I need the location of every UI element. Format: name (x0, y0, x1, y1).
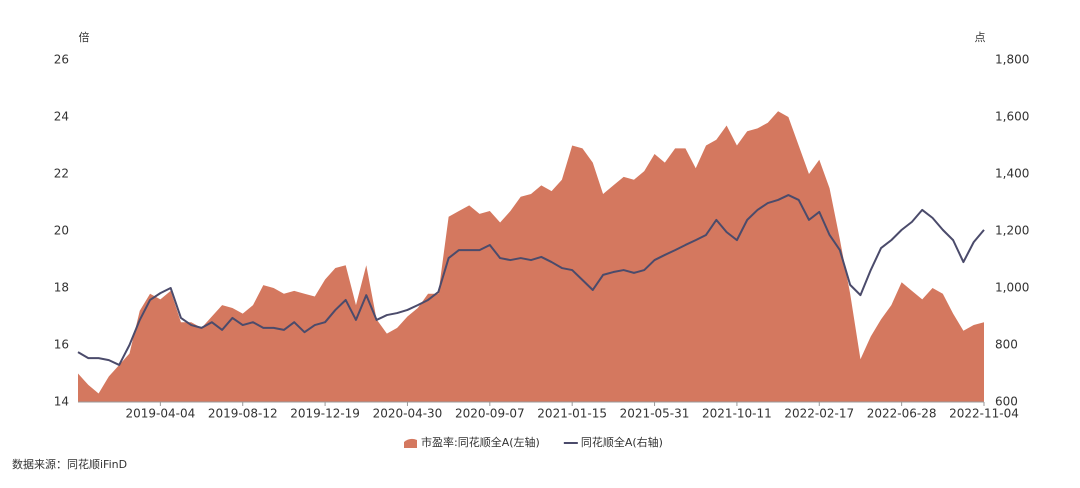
y2-tick-label: 1,800 (995, 53, 1029, 67)
y-tick-label: 16 (54, 338, 69, 352)
x-tick-label: 2022-02-17 (784, 407, 854, 421)
x-tick-label: 2020-04-30 (373, 407, 443, 421)
y-tick-label: 26 (54, 53, 69, 67)
line (77, 194, 985, 366)
y2-tick-label: 1,400 (995, 167, 1029, 181)
y2-tick-label: 600 (995, 395, 1018, 409)
y-unit: 倍 (79, 30, 90, 44)
y2-unit: 点 (975, 31, 986, 44)
source-note: 数据来源：同花顺iFinD (12, 457, 127, 471)
x-tick-label: 2022-06-28 (867, 407, 937, 421)
y2-tick-label: 1,000 (995, 281, 1029, 295)
legend-label: 市盈率:同花顺全A(左轴) (421, 435, 540, 449)
x-tick-label: 2019-08-12 (208, 407, 278, 421)
y-tick-label: 22 (54, 167, 69, 181)
legend-label: 同花顺全A(右轴) (581, 435, 663, 449)
y2-tick-label: 1,600 (995, 110, 1029, 124)
x-tick-label: 2021-10-11 (702, 407, 772, 421)
x-tick-label: 2021-01-15 (537, 407, 607, 421)
x-tick-label: 2019-12-19 (290, 407, 360, 421)
y2-tick-label: 800 (995, 338, 1018, 352)
y-tick-label: 14 (54, 395, 69, 409)
y-tick-label: 24 (54, 110, 69, 124)
legend-swatch (404, 438, 417, 448)
x-tick-label: 2021-05-31 (620, 407, 690, 421)
area (78, 111, 984, 403)
y-tick-label: 18 (54, 281, 69, 295)
x-tick-label: 2022-11-04 (949, 407, 1019, 421)
x-tick-label: 2019-04-04 (125, 407, 195, 421)
x-tick-label: 2020-09-07 (455, 407, 525, 421)
y-tick-label: 20 (54, 224, 69, 238)
y2-tick-label: 1,200 (995, 224, 1029, 238)
